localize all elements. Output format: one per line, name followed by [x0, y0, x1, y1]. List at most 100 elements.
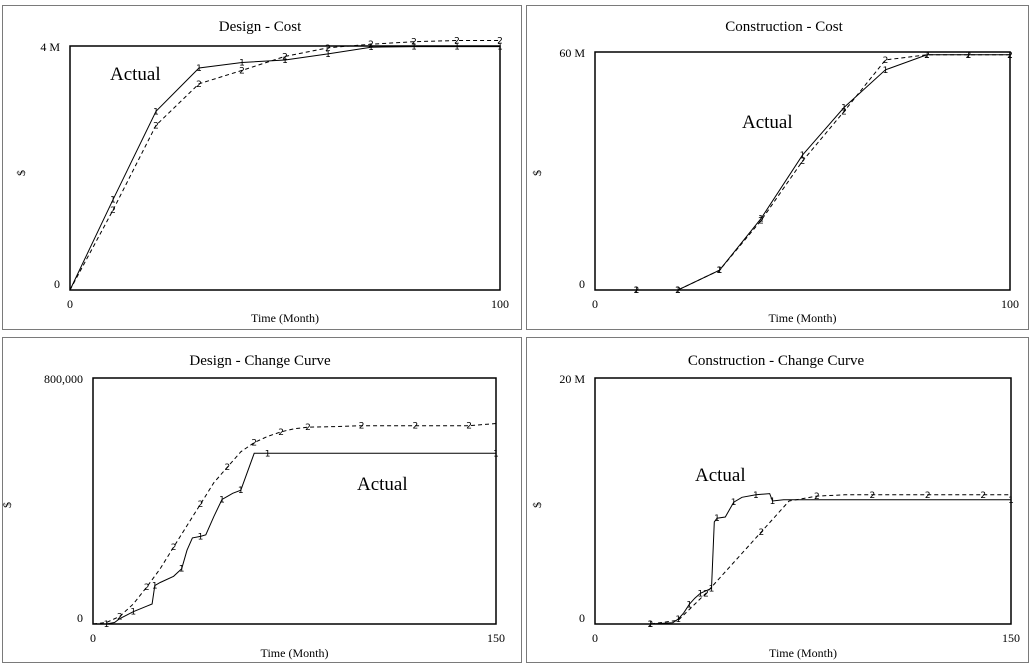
series-marker-1: 1: [219, 495, 225, 505]
series-marker-2: 2: [325, 44, 331, 54]
chart-title: Construction - Cost: [725, 19, 843, 35]
series-marker-1: 1: [883, 66, 889, 76]
series-marker-1: 1: [675, 615, 681, 625]
series-marker-1: 1: [282, 56, 288, 66]
series-marker-2: 2: [924, 51, 930, 61]
chart-design-cost: Design - Cost 4 M 00 100 Time (Month) $ Actual…: [14, 19, 509, 325]
annotation-actual: Actual: [742, 112, 793, 133]
series-marker-1: 1: [800, 151, 806, 161]
x-axis-label: Time (Month): [769, 646, 837, 660]
series-marker-1: 1: [709, 584, 715, 594]
series-marker-1: 1: [196, 64, 202, 74]
plot-area-frame: [594, 51, 1011, 291]
series-marker-2: 2: [239, 66, 245, 76]
series-line-1: [595, 54, 1010, 291]
series-marker-2: 2: [224, 463, 230, 473]
series-marker-2: 2: [648, 620, 654, 630]
x-tick-label-min: 0: [592, 631, 598, 645]
series-marker-2: 2: [925, 491, 931, 501]
x-tick-label-max: 150: [487, 631, 505, 645]
series-marker-2: 2: [171, 543, 177, 553]
series-marker-2: 2: [966, 51, 972, 61]
x-tick-label-min: 0: [67, 297, 73, 311]
series-marker-1: 1: [153, 107, 159, 117]
series-marker-1: 1: [265, 449, 271, 459]
series-marker-1: 1: [634, 286, 640, 296]
series-marker-2: 2: [800, 157, 806, 167]
series-marker-2: 2: [368, 40, 374, 50]
series-marker-1: 1: [698, 589, 704, 599]
series-marker-2: 2: [883, 56, 889, 66]
x-axis-label: Time (Month): [261, 646, 329, 660]
x-tick-label-max: 100: [491, 297, 509, 311]
series-marker-1: 1: [130, 608, 136, 618]
annotation-actual: Actual: [357, 474, 408, 495]
chart-title: Design - Change Curve: [189, 353, 331, 369]
series-line-2: [92, 423, 497, 625]
series-marker-1: 1: [238, 486, 244, 496]
series-marker-2: 2: [251, 439, 257, 449]
series-marker-1: 1: [841, 104, 847, 114]
series-marker-1: 1: [717, 266, 723, 276]
series-marker-2: 2: [634, 286, 640, 296]
series-marker-2: 2: [717, 266, 723, 276]
series-line-2: [595, 54, 1010, 291]
series-marker-1: 1: [239, 58, 245, 68]
series-marker-2: 2: [153, 121, 159, 131]
plot-area-frame: [69, 45, 501, 291]
series-marker-1: 1: [179, 565, 185, 575]
series-marker-1: 1: [731, 498, 737, 508]
series-marker-2: 2: [675, 286, 681, 296]
y-tick-label-max: 800,000: [44, 372, 83, 386]
series-marker-1: 1: [411, 43, 417, 53]
series-marker-1: 1: [714, 514, 720, 524]
chart-panel-construction-cost: Construction - Cost 60 M 0 0 100 Time (Month)…: [526, 5, 1029, 330]
series-marker-2: 2: [497, 37, 503, 47]
series-marker-1: 1: [924, 51, 930, 61]
series-marker-2: 2: [454, 37, 460, 47]
series-marker-2: 2: [144, 583, 150, 593]
series-marker-1: 1: [1007, 51, 1013, 61]
chart-design-change-curve: Design - Change Curve 800,000 00 150 Time (M…: [0, 353, 505, 660]
series-marker-2: 2: [1007, 51, 1013, 61]
chart-panel-construction-change-curve: Construction - Change Curve 20 M 0 0 150 Time…: [526, 337, 1029, 663]
y-tick-label-max: 20 M: [559, 372, 585, 386]
series-marker-1: 1: [675, 286, 681, 296]
series-marker-2: 2: [411, 38, 417, 48]
series-marker-2: 2: [196, 80, 202, 90]
y-tick-label-min: 0: [54, 277, 60, 291]
series-marker-2: 2: [841, 108, 847, 118]
y-axis-label: $: [14, 170, 28, 176]
series-line-1: [93, 452, 496, 625]
series-line-2: [69, 40, 500, 291]
series-marker-1: 1: [198, 532, 204, 542]
chart-panel-design-change-curve: Design - Change Curve 800,000 0 0 150 Time (M…: [0, 337, 522, 663]
chart-title: Design - Cost: [219, 19, 302, 35]
series-marker-2: 2: [758, 217, 764, 227]
series-line-1: [69, 46, 500, 291]
series-marker-2: 2: [814, 492, 820, 502]
y-axis-label: $: [0, 502, 14, 508]
series-marker-2: 2: [117, 612, 123, 622]
series-marker-2: 2: [413, 422, 419, 432]
series-marker-1: 1: [758, 215, 764, 225]
y-axis-label: $: [530, 502, 544, 508]
chart-panel-design-cost: Design - Cost 4 M 0 0 100 Time (Month) $ Actual…: [2, 5, 522, 330]
y-tick-label-max: 4 M: [40, 40, 60, 54]
series-marker-2: 2: [305, 423, 311, 433]
x-tick-label-max: 150: [1002, 631, 1020, 645]
x-axis-label: Time (Month): [251, 311, 319, 325]
series-marker-1: 1: [770, 497, 776, 507]
x-tick-label-min: 0: [592, 297, 598, 311]
series-marker-2: 2: [466, 422, 472, 432]
series-marker-2: 2: [198, 500, 204, 510]
plot-area-frame: [92, 377, 497, 625]
series-marker-1: 1: [966, 51, 972, 61]
x-tick-label-max: 100: [1001, 297, 1019, 311]
series-marker-1: 1: [493, 449, 499, 459]
chart-construction-cost: Construction - Cost 60 M 00 100 Time (Month)…: [530, 19, 1019, 325]
series-marker-2: 2: [359, 422, 365, 432]
series-line-2: [595, 494, 1011, 625]
series-marker-2: 2: [110, 206, 116, 216]
y-tick-label-min: 0: [579, 611, 585, 625]
